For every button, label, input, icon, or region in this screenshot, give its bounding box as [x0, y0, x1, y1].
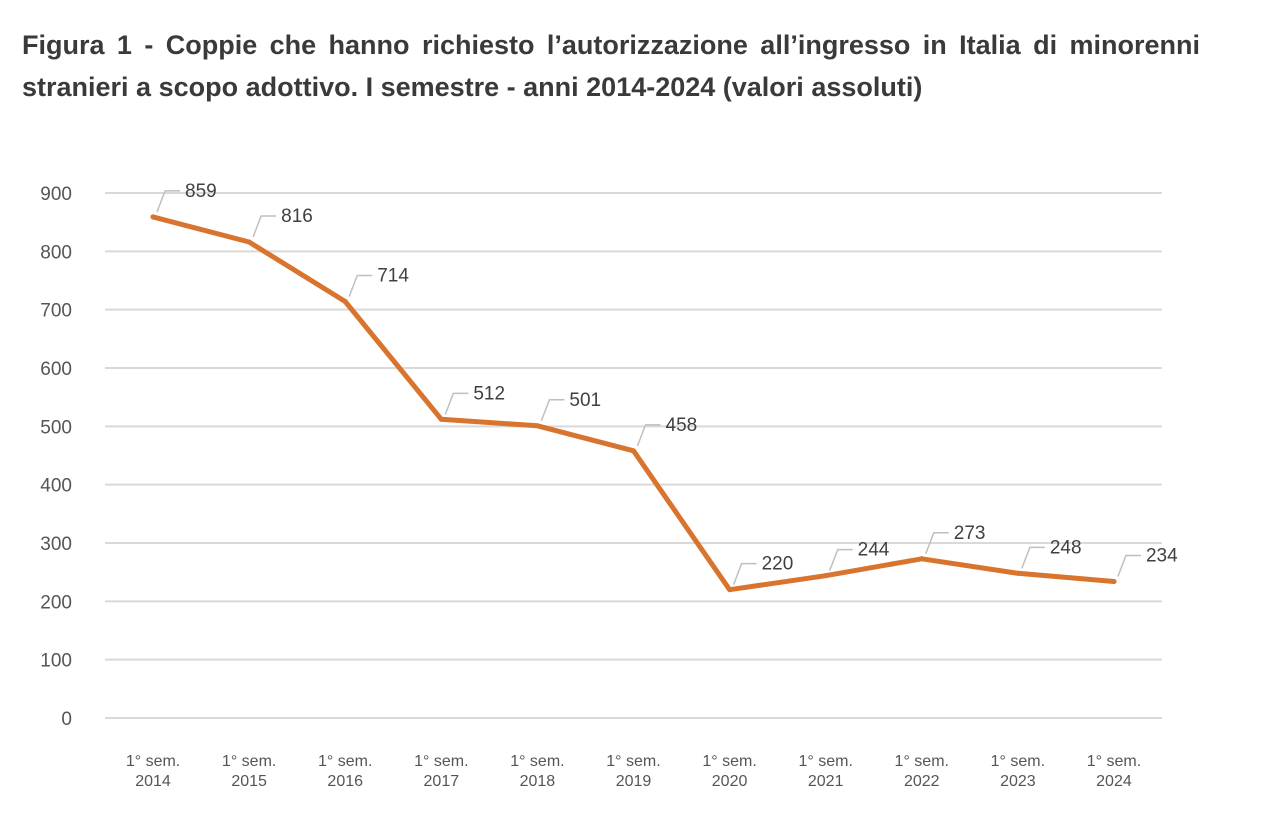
data-label: 458 — [666, 415, 698, 436]
data-label-leader — [540, 399, 565, 422]
x-tick-label: 1° sem. — [126, 753, 180, 770]
y-tick-label: 300 — [40, 534, 72, 555]
y-tick-label: 700 — [40, 301, 72, 322]
data-label-leader — [444, 392, 469, 415]
x-tick-label: 2015 — [231, 773, 267, 790]
y-tick-label: 100 — [40, 651, 72, 672]
x-tick-label: 1° sem. — [798, 753, 852, 770]
x-tick-label: 1° sem. — [895, 753, 949, 770]
x-tick-label: 1° sem. — [222, 753, 276, 770]
x-tick-label: 1° sem. — [1087, 753, 1141, 770]
y-tick-label: 600 — [40, 359, 72, 380]
data-point — [1111, 579, 1117, 584]
y-tick-label: 800 — [40, 242, 72, 263]
data-label: 501 — [569, 390, 601, 411]
x-tick-label: 2023 — [1000, 773, 1036, 790]
data-point — [438, 416, 444, 422]
x-tick-label: 2018 — [520, 773, 556, 790]
data-label-leader — [252, 215, 277, 238]
x-tick-label: 1° sem. — [414, 753, 468, 770]
x-tick-label: 2014 — [135, 773, 171, 790]
gridlines — [105, 192, 1162, 719]
x-tick-label: 2019 — [616, 773, 652, 790]
data-label-leader — [156, 190, 181, 213]
data-label-leader — [1117, 554, 1141, 577]
x-tick-label: 2020 — [712, 773, 748, 790]
x-tick-label: 1° sem. — [702, 753, 756, 770]
data-point — [534, 423, 540, 429]
data-point — [919, 556, 925, 562]
x-tick-label: 1° sem. — [510, 753, 564, 770]
x-tick-label: 1° sem. — [606, 753, 660, 770]
data-label-leader — [636, 424, 661, 447]
data-point — [246, 239, 252, 245]
x-tick-label: 1° sem. — [318, 753, 372, 770]
data-label-leader — [732, 562, 757, 585]
data-label: 512 — [473, 383, 505, 404]
data-label: 859 — [185, 181, 217, 202]
y-tick-label: 400 — [40, 476, 72, 497]
series-plot — [150, 214, 1117, 593]
data-label-leader — [1021, 546, 1045, 569]
data-point — [150, 214, 156, 220]
data-point — [727, 587, 733, 593]
data-label-leader — [348, 274, 373, 297]
x-tick-label: 2024 — [1096, 773, 1132, 790]
data-point — [1015, 570, 1021, 576]
x-tick-label: 2022 — [904, 773, 940, 790]
data-label: 816 — [281, 206, 313, 227]
x-tick-label: 1° sem. — [991, 753, 1045, 770]
data-label: 248 — [1050, 537, 1082, 558]
y-tick-label: 500 — [40, 417, 72, 438]
x-tick-label: 2021 — [808, 773, 844, 790]
data-label: 234 — [1146, 546, 1178, 567]
x-tick-label: 2016 — [327, 773, 363, 790]
chart-title: Figura 1 - Coppie che hanno richiesto l’… — [22, 30, 1200, 102]
y-axis: 0 100 200 300 400 500 600 700 800 900 — [40, 184, 72, 730]
data-label: 220 — [762, 554, 794, 575]
x-axis: 1° sem. 2014 1° sem. 2015 1° sem. 2016 1° sem.… — [126, 753, 1141, 790]
data-point — [823, 573, 829, 579]
data-labels: 859 816 714 512 501 458 220 244 273 248 234 — [156, 181, 1178, 585]
y-tick-label: 200 — [40, 592, 72, 613]
data-label: 273 — [954, 523, 986, 544]
y-tick-label: 0 — [61, 709, 72, 730]
data-label-leader — [925, 532, 949, 555]
data-label: 244 — [858, 540, 890, 561]
data-point — [342, 299, 348, 304]
x-tick-label: 2017 — [424, 773, 460, 790]
y-tick-label: 900 — [40, 184, 72, 205]
data-label-leader — [828, 548, 853, 571]
data-point — [631, 448, 636, 454]
data-label: 714 — [377, 266, 409, 287]
